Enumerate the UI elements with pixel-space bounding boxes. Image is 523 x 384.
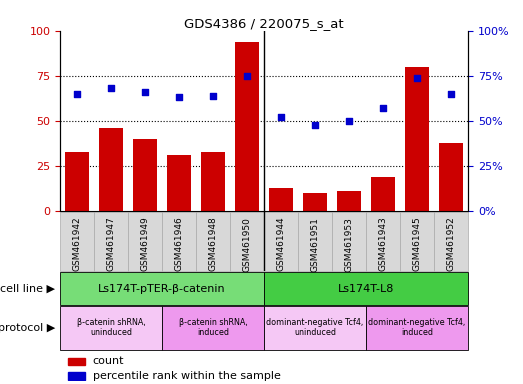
Bar bbox=[264, 212, 298, 271]
Bar bbox=[235, 41, 259, 211]
Bar bbox=[264, 306, 366, 350]
Bar bbox=[162, 306, 264, 350]
Title: GDS4386 / 220075_s_at: GDS4386 / 220075_s_at bbox=[184, 17, 344, 30]
Bar bbox=[128, 212, 162, 271]
Bar bbox=[230, 212, 264, 271]
Point bbox=[379, 105, 388, 111]
Point bbox=[277, 114, 286, 121]
Bar bbox=[201, 152, 225, 211]
Bar bbox=[69, 372, 85, 380]
Text: count: count bbox=[93, 356, 124, 366]
Text: GSM461953: GSM461953 bbox=[345, 217, 354, 271]
Text: β-catenin shRNA,
uninduced: β-catenin shRNA, uninduced bbox=[77, 318, 145, 338]
Bar bbox=[99, 128, 123, 211]
Text: GSM461945: GSM461945 bbox=[413, 217, 422, 271]
Text: GSM461942: GSM461942 bbox=[73, 217, 82, 271]
Bar bbox=[69, 358, 85, 365]
Bar bbox=[332, 212, 366, 271]
Text: GSM461952: GSM461952 bbox=[447, 217, 456, 271]
Text: GSM461951: GSM461951 bbox=[311, 217, 320, 271]
Bar bbox=[167, 155, 191, 211]
Text: GSM461943: GSM461943 bbox=[379, 217, 388, 271]
Text: Ls174T-pTER-β-catenin: Ls174T-pTER-β-catenin bbox=[98, 283, 226, 294]
Point bbox=[73, 91, 82, 97]
Bar bbox=[303, 193, 327, 211]
Text: GSM461949: GSM461949 bbox=[141, 217, 150, 271]
Bar bbox=[371, 177, 395, 211]
Bar bbox=[133, 139, 157, 211]
Bar bbox=[400, 212, 434, 271]
Point bbox=[243, 73, 252, 79]
Bar bbox=[269, 188, 293, 211]
Bar bbox=[60, 212, 94, 271]
Text: dominant-negative Tcf4,
induced: dominant-negative Tcf4, induced bbox=[369, 318, 465, 338]
Bar bbox=[60, 272, 264, 305]
Text: cell line ▶: cell line ▶ bbox=[0, 283, 55, 294]
Bar bbox=[439, 142, 463, 211]
Bar bbox=[337, 191, 361, 211]
Point bbox=[447, 91, 456, 97]
Bar bbox=[162, 212, 196, 271]
Text: GSM461947: GSM461947 bbox=[107, 217, 116, 271]
Bar bbox=[60, 306, 162, 350]
Bar bbox=[434, 212, 468, 271]
Point bbox=[413, 74, 422, 81]
Text: dominant-negative Tcf4,
uninduced: dominant-negative Tcf4, uninduced bbox=[267, 318, 363, 338]
Text: GSM461946: GSM461946 bbox=[175, 217, 184, 271]
Point bbox=[141, 89, 150, 95]
Bar bbox=[405, 67, 429, 211]
Text: protocol ▶: protocol ▶ bbox=[0, 323, 55, 333]
Text: GSM461950: GSM461950 bbox=[243, 217, 252, 271]
Bar bbox=[65, 152, 89, 211]
Text: Ls174T-L8: Ls174T-L8 bbox=[338, 283, 394, 294]
Bar bbox=[366, 212, 400, 271]
Text: GSM461944: GSM461944 bbox=[277, 217, 286, 271]
Point bbox=[311, 121, 320, 127]
Bar bbox=[264, 272, 468, 305]
Point bbox=[175, 94, 184, 101]
Point bbox=[209, 93, 218, 99]
Bar bbox=[366, 306, 468, 350]
Text: GSM461948: GSM461948 bbox=[209, 217, 218, 271]
Point bbox=[107, 85, 116, 91]
Bar bbox=[94, 212, 128, 271]
Bar bbox=[298, 212, 332, 271]
Point bbox=[345, 118, 354, 124]
Text: β-catenin shRNA,
induced: β-catenin shRNA, induced bbox=[179, 318, 247, 338]
Text: percentile rank within the sample: percentile rank within the sample bbox=[93, 371, 281, 381]
Bar bbox=[196, 212, 230, 271]
